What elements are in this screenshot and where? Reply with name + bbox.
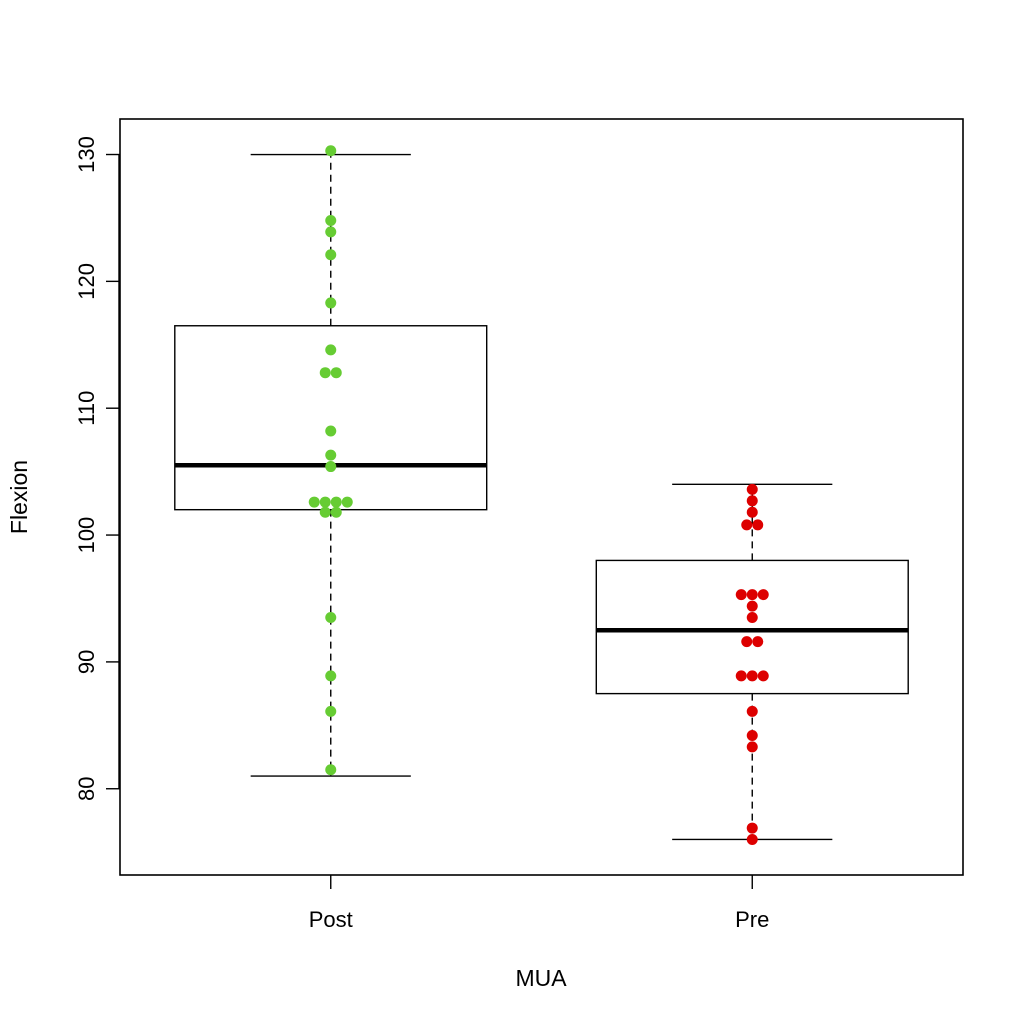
data-point-post [325,297,337,309]
data-point-pre [746,705,758,717]
data-point-pre [757,589,769,601]
y-tick-label: 130 [74,136,99,173]
y-tick-label: 100 [74,517,99,554]
data-point-post [341,496,353,508]
data-point-post [325,449,337,461]
box-iqr [595,559,909,695]
y-tick-label: 80 [74,777,99,801]
data-point-post [325,249,337,261]
boxes [174,153,909,841]
data-point-post [325,461,337,473]
box-pre [595,483,909,841]
data-point-pre [746,506,758,518]
y-axis: 80 90 100 110 120 130 [74,136,120,801]
data-point-post [325,705,337,717]
data-point-post [330,367,342,379]
data-point-pre [735,670,747,682]
data-point-pre [746,483,758,495]
plot-frame [119,118,964,876]
data-point-pre [746,822,758,834]
data-point-post [330,506,342,518]
data-point-post [325,764,337,776]
data-point-post [308,496,320,508]
data-point-post [319,506,331,518]
data-point-post [325,612,337,624]
data-point-pre [746,729,758,741]
box-post [174,153,488,777]
data-point-post [325,214,337,226]
data-points [308,145,769,845]
data-point-pre [752,519,764,531]
y-tick-label: 110 [74,391,99,426]
data-point-pre [735,589,747,601]
data-point-pre [741,519,753,531]
data-point-post [325,670,337,682]
data-point-pre [757,670,769,682]
data-point-pre [746,600,758,612]
data-point-pre [746,589,758,601]
data-point-post [325,425,337,437]
data-point-post [319,367,331,379]
box-iqr [174,325,488,511]
data-point-post [325,344,337,356]
data-point-pre [746,833,758,845]
y-axis-label: Flexion [6,460,32,534]
x-axis-label: MUA [515,965,567,991]
x-tick-label: Post [309,907,353,932]
y-tick-label: 90 [74,650,99,674]
y-tick-label: 120 [74,263,99,300]
data-point-post [325,145,337,157]
data-point-pre [746,741,758,753]
data-point-post [319,496,331,508]
x-tick-label: Pre [735,907,769,932]
x-axis: Post Pre [309,875,769,932]
data-point-pre [741,636,753,648]
data-point-pre [746,612,758,624]
data-point-post [325,226,337,238]
data-point-pre [746,495,758,507]
data-point-post [330,496,342,508]
data-point-pre [746,670,758,682]
data-point-pre [752,636,764,648]
